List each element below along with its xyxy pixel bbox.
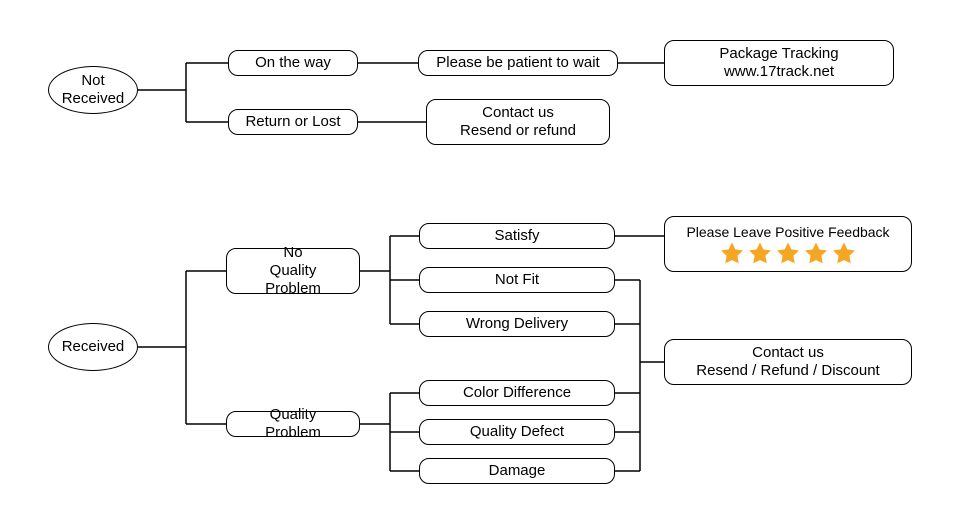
node-satisfy: Satisfy (419, 223, 615, 249)
node-label: Package Tracking (719, 45, 838, 63)
star-icon (833, 242, 855, 264)
node-color-diff: Color Difference (419, 380, 615, 406)
node-label: Received (62, 338, 125, 356)
node-label: Please be patient to wait (436, 54, 599, 72)
node-label: Satisfy (494, 227, 539, 245)
node-return-lost: Return or Lost (228, 109, 358, 135)
node-label: Not (81, 72, 104, 90)
node-no-quality: NoQuality Problem (226, 248, 360, 294)
node-feedback: Please Leave Positive Feedback (664, 216, 912, 272)
node-label: Received (62, 90, 125, 108)
node-tracking: Package Trackingwww.17track.net (664, 40, 894, 86)
node-label: www.17track.net (724, 63, 834, 81)
node-label: Quality Problem (241, 406, 345, 442)
node-damage: Damage (419, 458, 615, 484)
node-label: On the way (255, 54, 331, 72)
node-label: Please Leave Positive Feedback (686, 224, 889, 241)
node-label: Contact us (752, 344, 824, 362)
node-label: Not Fit (495, 271, 539, 289)
node-quality-defect: Quality Defect (419, 419, 615, 445)
node-not-fit: Not Fit (419, 267, 615, 293)
star-icon (777, 242, 799, 264)
node-label: Damage (489, 462, 546, 480)
node-label: Wrong Delivery (466, 315, 568, 333)
node-received: Received (48, 323, 138, 371)
node-on-the-way: On the way (228, 50, 358, 76)
node-label: Quality Problem (241, 262, 345, 298)
node-label: Resend / Refund / Discount (696, 362, 879, 380)
node-label: Resend or refund (460, 122, 576, 140)
node-label: Return or Lost (245, 113, 340, 131)
node-contact-discount: Contact usResend / Refund / Discount (664, 339, 912, 385)
star-row (721, 242, 855, 264)
node-patient: Please be patient to wait (418, 50, 618, 76)
node-quality-problem: Quality Problem (226, 411, 360, 437)
node-wrong-delivery: Wrong Delivery (419, 311, 615, 337)
star-icon (749, 242, 771, 264)
star-icon (805, 242, 827, 264)
node-label: Contact us (482, 104, 554, 122)
node-label: Color Difference (463, 384, 571, 402)
node-label: No (283, 244, 302, 262)
node-contact-resend: Contact usResend or refund (426, 99, 610, 145)
node-not-received: NotReceived (48, 66, 138, 114)
star-icon (721, 242, 743, 264)
node-label: Quality Defect (470, 423, 564, 441)
